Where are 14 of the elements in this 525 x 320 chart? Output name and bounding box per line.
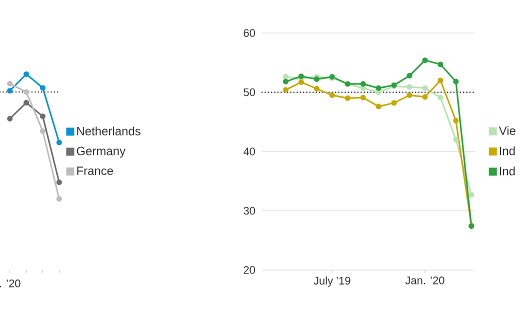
legend-label: Ind [500,166,515,176]
text: . ’20 [0,280,20,288]
legend-label: Netherlands [77,126,140,136]
y-tick-label: 50 [244,88,256,96]
y-tick-label: 30 [244,206,256,215]
y-tick-label: 60 [244,29,256,37]
y-tick-label: 20 [244,266,256,274]
x-tick-label: Jan. ’20 [405,276,444,284]
legend-label: France [77,166,114,176]
legend-label: Vie [498,126,516,136]
legend-label: Germany [76,146,126,158]
x-tick-label: July ’19 [314,276,350,287]
y-tick-label: 40 [243,148,256,156]
legend-label: Ind [500,146,515,156]
